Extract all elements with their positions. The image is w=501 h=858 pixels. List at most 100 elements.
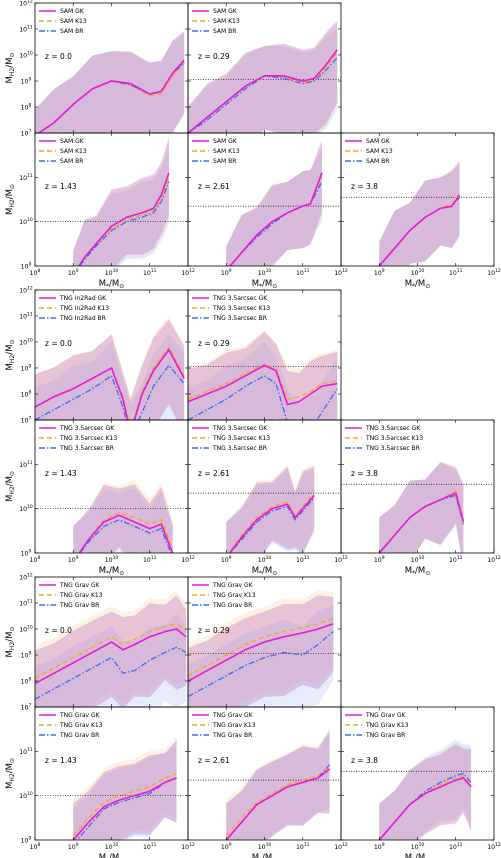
band-gk	[379, 161, 460, 266]
legend: TNG Grav GK TNG Grav K13 TNG Grav BR	[192, 712, 256, 739]
x-tick-label: 109	[68, 842, 79, 851]
legend-label: TNG Grav BR	[59, 732, 99, 739]
y-tick-label: 1011	[19, 460, 33, 469]
x-axis-label: M*/M⊙	[252, 566, 278, 577]
panel-g2-p2: 10910101011MH2/M⊙108109101010111012M*/M⊙…	[5, 706, 195, 858]
panel-plot-area	[188, 727, 341, 840]
series-line-k13	[225, 766, 330, 836]
legend-label: TNG Grav GK	[212, 712, 254, 719]
panel-g0-p0: 107 108 109 1010 1011 1012 MH2/M⊙ SAM GK SAM K13…	[5, 0, 189, 138]
band-k13	[73, 141, 169, 266]
panel-plot-area	[341, 159, 494, 266]
legend: SAM GK SAM K13 SAM BR	[345, 138, 393, 165]
series-line-gk	[72, 777, 177, 840]
band-br	[73, 488, 173, 553]
panel-plot-area	[341, 739, 494, 840]
series-line-gk	[378, 194, 461, 266]
legend-label: TNG 3.5arcsec K13	[212, 305, 270, 312]
y-tick-label: 1011	[19, 312, 33, 321]
band-gk	[188, 20, 338, 133]
legend-label: SAM K13	[366, 148, 393, 155]
x-tick-label: 1011	[143, 268, 157, 277]
redshift-label: z = 0.0	[45, 626, 72, 635]
series-line-gk	[188, 364, 338, 406]
x-tick-label: 1010	[258, 268, 272, 277]
x-tick-label: 109	[221, 842, 232, 851]
legend: SAM GK SAM K13 SAM BR	[39, 138, 87, 165]
x-axis-label: M*/M⊙	[252, 853, 278, 858]
x-tick-label: 109	[68, 268, 79, 277]
panel-plot-area	[35, 590, 187, 707]
x-tick-label: 1012	[334, 555, 348, 564]
legend-label: TNG Grav K13	[212, 592, 256, 599]
x-tick-label: 1011	[143, 555, 157, 564]
y-tick-label: 1010	[19, 51, 33, 60]
legend-label: TNG 3.5arcsec GK	[212, 425, 268, 432]
band-br	[379, 163, 460, 266]
x-tick-label: 1010	[411, 268, 425, 277]
series-line-gk	[35, 348, 185, 420]
x-tick-label: 1011	[296, 555, 310, 564]
legend-label: TNG In2Rad GK	[59, 295, 107, 302]
x-tick-label: 1012	[334, 842, 348, 851]
panel-plot-area	[188, 140, 341, 266]
legend-label: TNG Grav BR	[212, 732, 252, 739]
series-line-gk	[188, 49, 338, 133]
legend-label: TNG Grav BR	[365, 732, 405, 739]
y-tick-label: 1012	[19, 573, 33, 582]
redshift-label: z = 1.43	[45, 469, 77, 478]
series-line-gk	[78, 514, 174, 553]
band-k13	[379, 159, 460, 266]
y-axis-label: MH2/M⊙	[5, 627, 16, 658]
legend: TNG In2Rad GK TNG In2Rad K13 TNG In2Rad BR	[39, 295, 109, 322]
x-tick-label: 109	[68, 555, 79, 564]
panel-plot-area	[35, 479, 188, 553]
x-tick-label: 109	[221, 268, 232, 277]
x-axis-label: M*/M⊙	[405, 566, 431, 577]
series-line-gk	[188, 623, 334, 682]
band-br	[379, 462, 464, 553]
band-br	[226, 727, 330, 840]
band-br	[73, 145, 169, 266]
x-tick-label: 1012	[181, 842, 195, 851]
panel-plot-area	[188, 20, 341, 133]
band-gk	[226, 731, 330, 840]
x-tick-label: 1010	[411, 842, 425, 851]
y-tick-label: 109	[21, 651, 32, 660]
redshift-label: z = 0.29	[198, 339, 230, 348]
legend-label: SAM K13	[60, 18, 87, 25]
series-line-gk	[78, 172, 170, 266]
panel-plot-area	[35, 316, 185, 420]
series-line-gk	[37, 59, 185, 133]
legend-label: SAM GK	[60, 8, 85, 15]
legend-label: TNG Grav BR	[212, 602, 252, 609]
x-tick-label: 1012	[181, 555, 195, 564]
legend-label: TNG Grav GK	[59, 582, 101, 589]
panel-plot-area	[35, 31, 185, 133]
y-tick-label: 108	[21, 390, 32, 399]
panel-plot-area	[341, 462, 494, 553]
series-line-k13	[72, 772, 177, 836]
legend: TNG Grav GK TNG Grav K13 TNG Grav BR	[39, 582, 103, 609]
redshift-label: z = 2.61	[198, 756, 230, 765]
x-tick-label: 108	[30, 555, 41, 564]
y-tick-label: 1010	[19, 791, 33, 800]
legend-label: SAM GK	[213, 138, 238, 145]
x-tick-label: 108	[30, 268, 41, 277]
x-tick-label: 109	[374, 268, 385, 277]
series-line-br	[188, 631, 334, 698]
legend-label: TNG Grav GK	[59, 712, 101, 719]
band-gk	[188, 331, 338, 420]
legend-label: SAM BR	[60, 158, 83, 165]
panel-g0-p4: 109 1010 1011 1012 M*/M⊙ SAM GK SAM K13 SAM BR z…	[340, 132, 501, 290]
series-line-br	[188, 375, 338, 420]
redshift-label: z = 3.8	[351, 182, 378, 191]
x-tick-label: 1010	[258, 555, 272, 564]
band-br	[35, 33, 185, 133]
x-tick-label: 109	[374, 842, 385, 851]
